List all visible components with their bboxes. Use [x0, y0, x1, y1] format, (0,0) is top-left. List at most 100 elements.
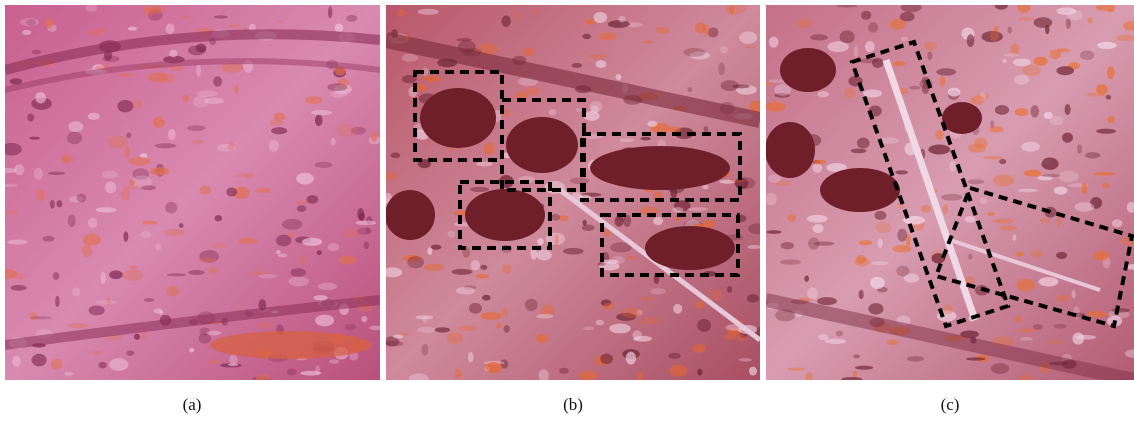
texture-spot — [116, 74, 135, 77]
texture-spot — [199, 333, 211, 343]
texture-spot — [407, 256, 424, 268]
texture-spot — [121, 189, 130, 201]
texture-spot — [632, 330, 641, 340]
texture-spot — [196, 44, 207, 53]
texture-spot — [857, 138, 870, 149]
texture-spot — [1018, 17, 1035, 21]
texture-spot — [435, 327, 451, 332]
texture-spot — [814, 242, 835, 246]
texture-spot — [29, 137, 40, 140]
texture-spot — [282, 219, 302, 230]
texture-spot — [402, 54, 418, 62]
texture-spot — [274, 113, 285, 121]
texture-spot — [133, 100, 143, 109]
texture-spot — [32, 354, 47, 367]
texture-spot — [1106, 95, 1111, 100]
texture-spot — [1102, 182, 1110, 188]
texture-spot — [155, 143, 176, 148]
texture-spot — [339, 256, 357, 265]
texture-spot — [537, 238, 544, 245]
texture-spot — [525, 87, 540, 96]
texture-spot — [643, 40, 653, 44]
texture-spot — [257, 322, 275, 327]
texture-spot — [123, 231, 128, 241]
texture-spot — [258, 274, 276, 278]
texture-spot — [769, 37, 779, 48]
texture-spot — [909, 86, 920, 90]
texture-spot — [159, 73, 175, 83]
texture-spot — [90, 30, 100, 36]
texture-spot — [92, 351, 100, 355]
texture-spot — [1020, 374, 1033, 383]
texture-spot — [995, 105, 1009, 115]
texture-spot — [620, 138, 635, 142]
texture-spot — [967, 34, 975, 47]
texture-spot — [382, 341, 404, 347]
texture-spot — [68, 121, 83, 132]
texture-spot — [391, 153, 400, 159]
texture-spot — [844, 88, 856, 98]
texture-spot — [732, 84, 749, 88]
hole — [942, 102, 982, 134]
texture-spot — [924, 41, 937, 50]
texture-spot — [134, 334, 140, 340]
texture-spot — [1072, 332, 1084, 344]
texture-spot — [948, 88, 961, 97]
texture-spot — [55, 296, 59, 307]
texture-spot — [150, 168, 167, 176]
texture-spot — [1002, 59, 1006, 63]
texture-spot — [480, 265, 487, 270]
texture-spot — [298, 255, 308, 265]
figure: (a) (b) (c) — [0, 0, 1134, 418]
texture-spot — [626, 352, 636, 365]
texture-spot — [447, 332, 464, 344]
image-a — [0, 4, 382, 384]
texture-spot — [255, 188, 271, 194]
texture-spot — [315, 162, 333, 168]
texture-spot — [993, 174, 1015, 186]
texture-spot — [448, 231, 456, 238]
texture-spot — [901, 2, 922, 13]
texture-spot — [1096, 129, 1116, 134]
texture-spot — [876, 222, 892, 233]
texture-spot — [452, 269, 473, 275]
texture-spot — [181, 15, 189, 18]
texture-spot — [1030, 249, 1042, 258]
texture-spot — [853, 355, 860, 359]
texture-spot — [109, 270, 123, 279]
texture-spot — [990, 120, 994, 128]
texture-spot — [936, 68, 956, 75]
texture-spot — [874, 211, 886, 220]
texture-spot — [485, 362, 502, 373]
texture-spot — [668, 353, 680, 359]
texture-spot — [209, 242, 227, 248]
texture-spot — [748, 223, 767, 234]
texture-spot — [980, 198, 988, 204]
texture-spot — [200, 185, 211, 195]
texture-spot — [765, 193, 777, 206]
texture-spot — [739, 358, 752, 361]
texture-spot — [409, 373, 429, 384]
texture-spot — [228, 363, 238, 366]
texture-spot — [397, 9, 406, 17]
texture-spot — [996, 218, 1014, 223]
texture-spot — [228, 24, 241, 27]
texture-spot — [1059, 171, 1079, 182]
texture-spot — [604, 303, 615, 310]
texture-spot — [983, 156, 1003, 160]
hole — [385, 190, 435, 240]
texture-spot — [619, 16, 626, 23]
texture-spot — [214, 15, 228, 18]
texture-spot — [82, 245, 92, 257]
texture-spot — [703, 25, 710, 36]
texture-spot — [501, 16, 510, 27]
texture-spot — [482, 295, 490, 301]
texture-spot — [144, 298, 154, 302]
texture-spot — [668, 126, 681, 132]
texture-spot — [155, 244, 161, 250]
texture-spot — [1107, 66, 1115, 79]
page: (a) (b) (c) (() => { const data = JSON.p… — [0, 0, 1134, 418]
texture-spot — [1094, 172, 1115, 176]
texture-spot — [943, 204, 948, 215]
texture-spot — [897, 229, 907, 242]
